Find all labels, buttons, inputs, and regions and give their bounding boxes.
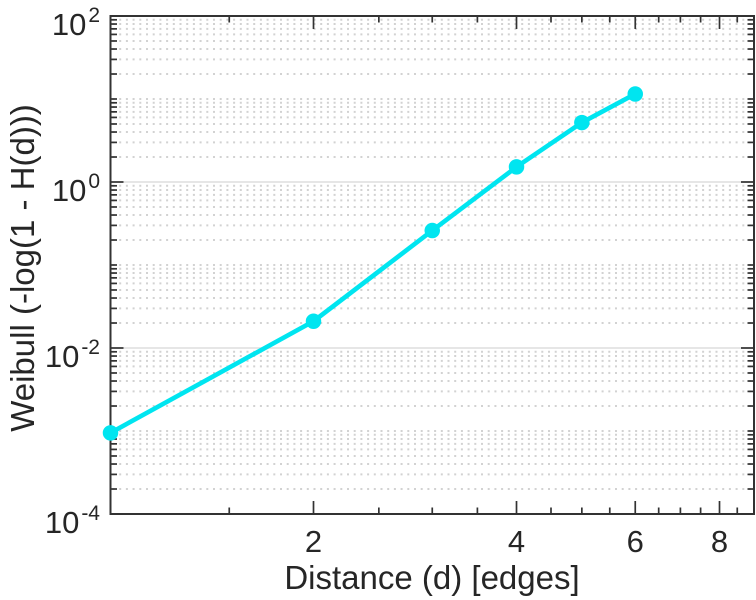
y-tick-base: 10 [51, 173, 87, 208]
y-tick-label: 10-4 [0, 495, 100, 540]
y-tick-exponent: -2 [81, 336, 100, 359]
data-point-marker [574, 114, 590, 131]
data-point-marker [424, 222, 440, 239]
y-axis-label: Weibull (-log(1 - H(d))) [4, 104, 41, 432]
data-point-marker [305, 313, 322, 330]
y-tick-label: 100 [0, 163, 100, 208]
y-tick-exponent: 2 [88, 4, 100, 27]
y-tick-exponent: -4 [81, 502, 100, 525]
series-line [108, 91, 638, 436]
y-tick-base: 10 [44, 339, 80, 374]
x-tick-label: 4 [507, 524, 526, 559]
y-tick-label: 10-2 [0, 329, 100, 374]
y-tick-label: 102 [0, 0, 100, 42]
data-point-marker [102, 425, 119, 441]
data-point-marker [508, 159, 525, 175]
x-tick-label: 8 [710, 524, 729, 559]
y-tick-exponent: 0 [88, 170, 100, 193]
x-tick-label: 6 [626, 524, 644, 559]
y-tick-base: 10 [44, 505, 80, 540]
x-tick-label: 2 [304, 524, 323, 559]
y-tick-base: 10 [51, 7, 87, 42]
data-point-marker [627, 86, 644, 102]
x-axis-label: Distance (d) [edges] [284, 559, 580, 596]
